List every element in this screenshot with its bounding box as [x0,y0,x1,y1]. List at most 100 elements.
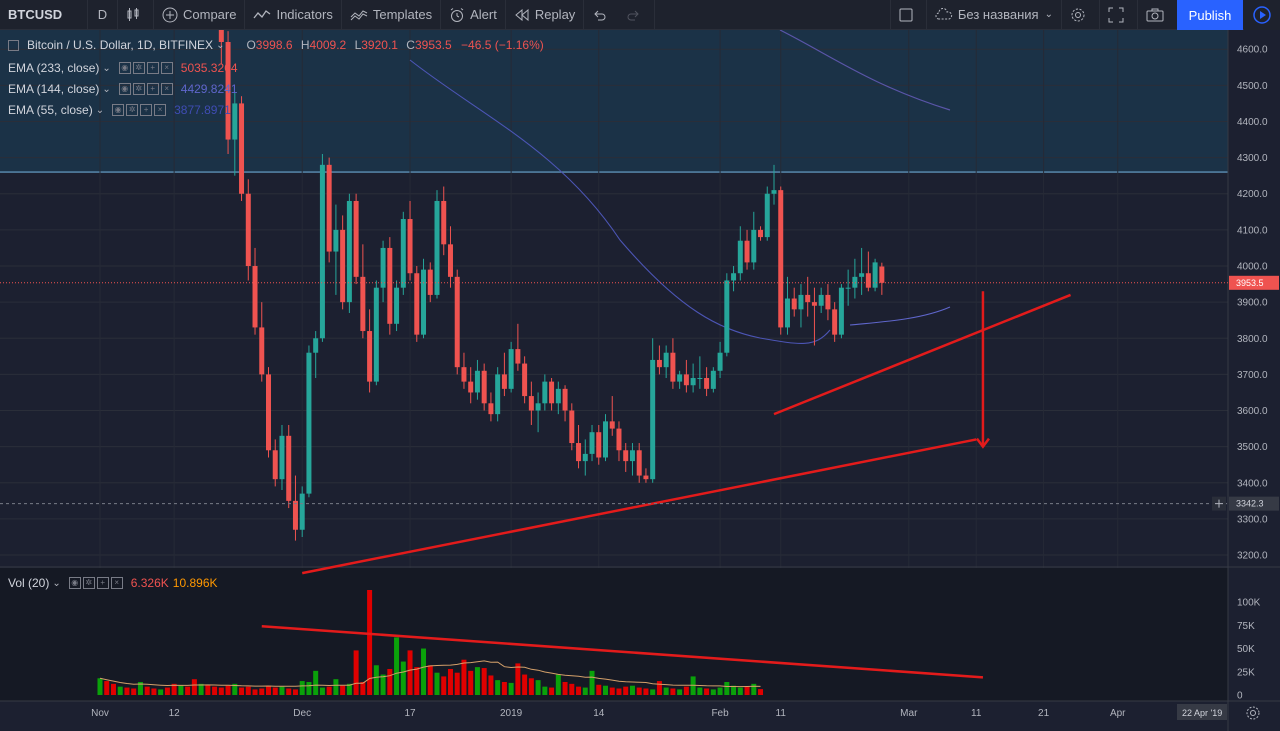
candle-body [447,244,453,277]
play-button[interactable] [1244,0,1280,30]
candle [407,200,413,281]
candle-body [778,190,784,328]
candle-body [784,298,790,328]
volume-bar [690,676,696,695]
ema233-value: 5035.3264 [180,61,238,75]
volume-bar [650,689,656,695]
publish-button[interactable]: Publish [1177,0,1243,30]
candle-body [515,349,521,364]
chart-type-button[interactable] [118,0,154,30]
volume-scale: 100K 75K 50K 25K 0 [1237,598,1261,702]
interval-select[interactable]: D [88,0,118,30]
volume-bar [656,681,662,695]
ema233-legend[interactable]: EMA (233, close) ⌄ ◉ ✲ + × 5035.3264 [8,61,238,75]
ema144-legend[interactable]: EMA (144, close) ⌄ ◉ ✲ + × 4429.8241 [8,82,238,96]
ema233-line [779,30,951,111]
fullscreen-button[interactable] [1100,0,1138,30]
candle [279,424,285,491]
volume-bar [758,689,764,695]
candle-body [731,273,737,281]
series-title: Bitcoin / U.S. Dollar, 1D, BITFINEX [27,38,214,52]
indicators-label: Indicators [276,7,333,22]
candle-body [838,287,844,335]
layout-toggle-button[interactable] [889,0,927,30]
volume-legend[interactable]: Vol (20) ⌄ ◉ ✲ + × 6.326K 10.896K [8,576,218,590]
time-scale[interactable]: Nov 12 Dec 17 2019 14 Feb 11 Mar 11 21 Apr [91,708,1126,719]
candle [758,226,764,241]
main-series-legend[interactable]: Bitcoin / U.S. Dollar, 1D, BITFINEX ⌄ O3… [8,38,544,52]
volume-bar [454,672,460,695]
candle [670,338,676,389]
candle [259,302,265,382]
candle [784,276,790,335]
candle-body [373,287,379,382]
candle [731,266,737,292]
candle-body [764,193,770,238]
candle [616,421,622,462]
ema55-legend[interactable]: EMA (55, close) ⌄ ◉ ✲ + × 3877.8971 [8,103,231,117]
candle [629,443,635,476]
volume-bar [245,686,251,695]
volume-bar [137,681,143,695]
candle-body [798,294,804,310]
candle-body [879,266,885,283]
candle [522,356,528,404]
collapse-icon[interactable] [8,39,19,51]
volume-bar [117,686,123,695]
candle [239,96,245,201]
snapshot-button[interactable] [1138,0,1178,30]
chevron-down-icon[interactable]: ⌄ [95,104,105,116]
candle [501,352,507,397]
candle [299,486,305,537]
volume-bar [272,687,278,695]
volume-bar [367,590,373,695]
study-buttons[interactable]: ◉ ✲ + × [68,577,125,589]
price-tick-label: 3300.0 [1237,514,1268,525]
indicators-button[interactable]: Indicators [245,0,342,30]
price-tick-label: 4000.0 [1237,262,1268,273]
square-icon [899,8,913,21]
volume-bar [306,681,312,695]
chevron-down-icon[interactable]: ⌄ [52,577,61,589]
candle [474,359,480,400]
symbol-search[interactable]: BTCUSD [0,0,88,30]
study-buttons[interactable]: ◉ ✲ + × [118,62,175,74]
volume-bar [286,688,292,695]
layout-name-button[interactable]: Без названия ⌄ [927,0,1062,30]
replay-button[interactable]: Replay [506,0,585,30]
drawings[interactable] [261,291,1072,679]
settings-button[interactable] [1062,0,1100,30]
candle-body [421,269,427,335]
candle-body [394,287,400,324]
templates-button[interactable]: Templates [342,0,442,30]
volume-ma-value: 10.896K [172,576,218,590]
volume-bar [616,688,622,695]
price-chart[interactable]: 4600.0 4500.0 4400.0 4300.0 4200.0 4100.0 4000… [0,30,1280,731]
redo-button[interactable] [619,0,656,30]
chevron-down-icon[interactable]: ⌄ [102,62,111,74]
candle-body [427,269,433,295]
volume-bar [178,685,184,695]
candle-body [663,352,669,368]
target-arrow-head [975,437,990,449]
candle [569,403,575,451]
candle-body [454,276,460,368]
price-scale[interactable]: 4600.0 4500.0 4400.0 4300.0 4200.0 4100.0 4000… [1237,45,1268,562]
candle [832,302,838,342]
study-buttons[interactable]: ◉ ✲ + × [118,83,175,95]
candle [663,345,669,379]
volume-bars [97,590,764,695]
candle-body [845,287,851,289]
undo-button[interactable] [584,0,619,30]
candle [596,424,602,465]
chevron-down-icon[interactable]: ⌄ [102,83,111,95]
candle-body [239,103,245,194]
chevron-down-icon[interactable]: ⌄ [216,39,225,51]
volume-pane [0,568,1228,701]
volume-bar [508,682,514,695]
candle [306,345,312,498]
study-buttons[interactable]: ◉ ✲ + × [112,104,168,116]
alert-button[interactable]: Alert [441,0,506,30]
compare-button[interactable]: Compare [154,0,246,30]
chart-settings-icon[interactable] [1246,706,1260,720]
